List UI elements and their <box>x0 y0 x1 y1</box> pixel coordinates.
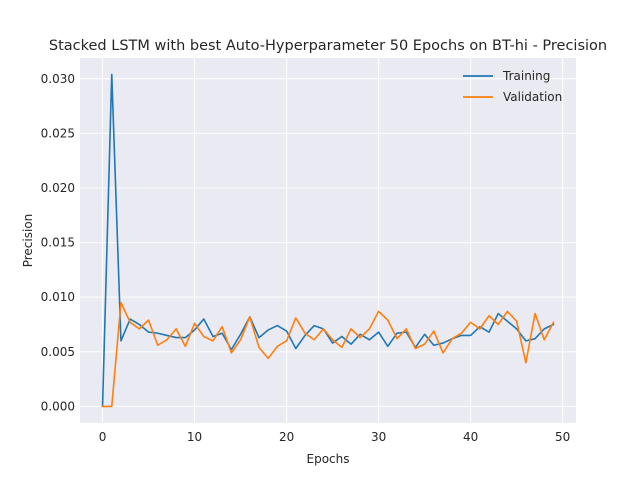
x-tick-label: 20 <box>279 430 294 444</box>
legend: Training Validation <box>463 69 562 104</box>
chart-title: Stacked LSTM with best Auto-Hyperparamet… <box>49 38 607 54</box>
y-tick-label: 0.025 <box>41 126 75 140</box>
series-lines <box>101 73 555 408</box>
y-tick-label: 0.005 <box>41 345 75 359</box>
x-tick-label: 30 <box>371 430 386 444</box>
plot-area <box>80 58 576 423</box>
x-tick-label: 10 <box>187 430 202 444</box>
y-tick-label: 0.010 <box>41 290 75 304</box>
series-line-validation <box>101 301 555 408</box>
x-axis-ticks: 0 10 20 30 40 50 <box>99 430 571 444</box>
grid-lines <box>80 58 576 423</box>
legend-label-validation: Validation <box>503 90 562 104</box>
x-tick-label: 0 <box>99 430 107 444</box>
x-tick-label: 50 <box>555 430 570 444</box>
y-tick-label: 0.020 <box>41 181 75 195</box>
legend-label-training: Training <box>502 69 550 83</box>
y-axis-ticks: 0.000 0.005 0.010 0.015 0.020 0.025 0.030 <box>41 72 75 414</box>
x-tick-label: 40 <box>463 430 478 444</box>
x-axis-label: Epochs <box>307 452 350 466</box>
y-tick-label: 0.030 <box>41 72 75 86</box>
y-axis-label: Precision <box>21 214 35 268</box>
y-tick-label: 0.000 <box>41 399 75 413</box>
y-tick-label: 0.015 <box>41 236 75 250</box>
